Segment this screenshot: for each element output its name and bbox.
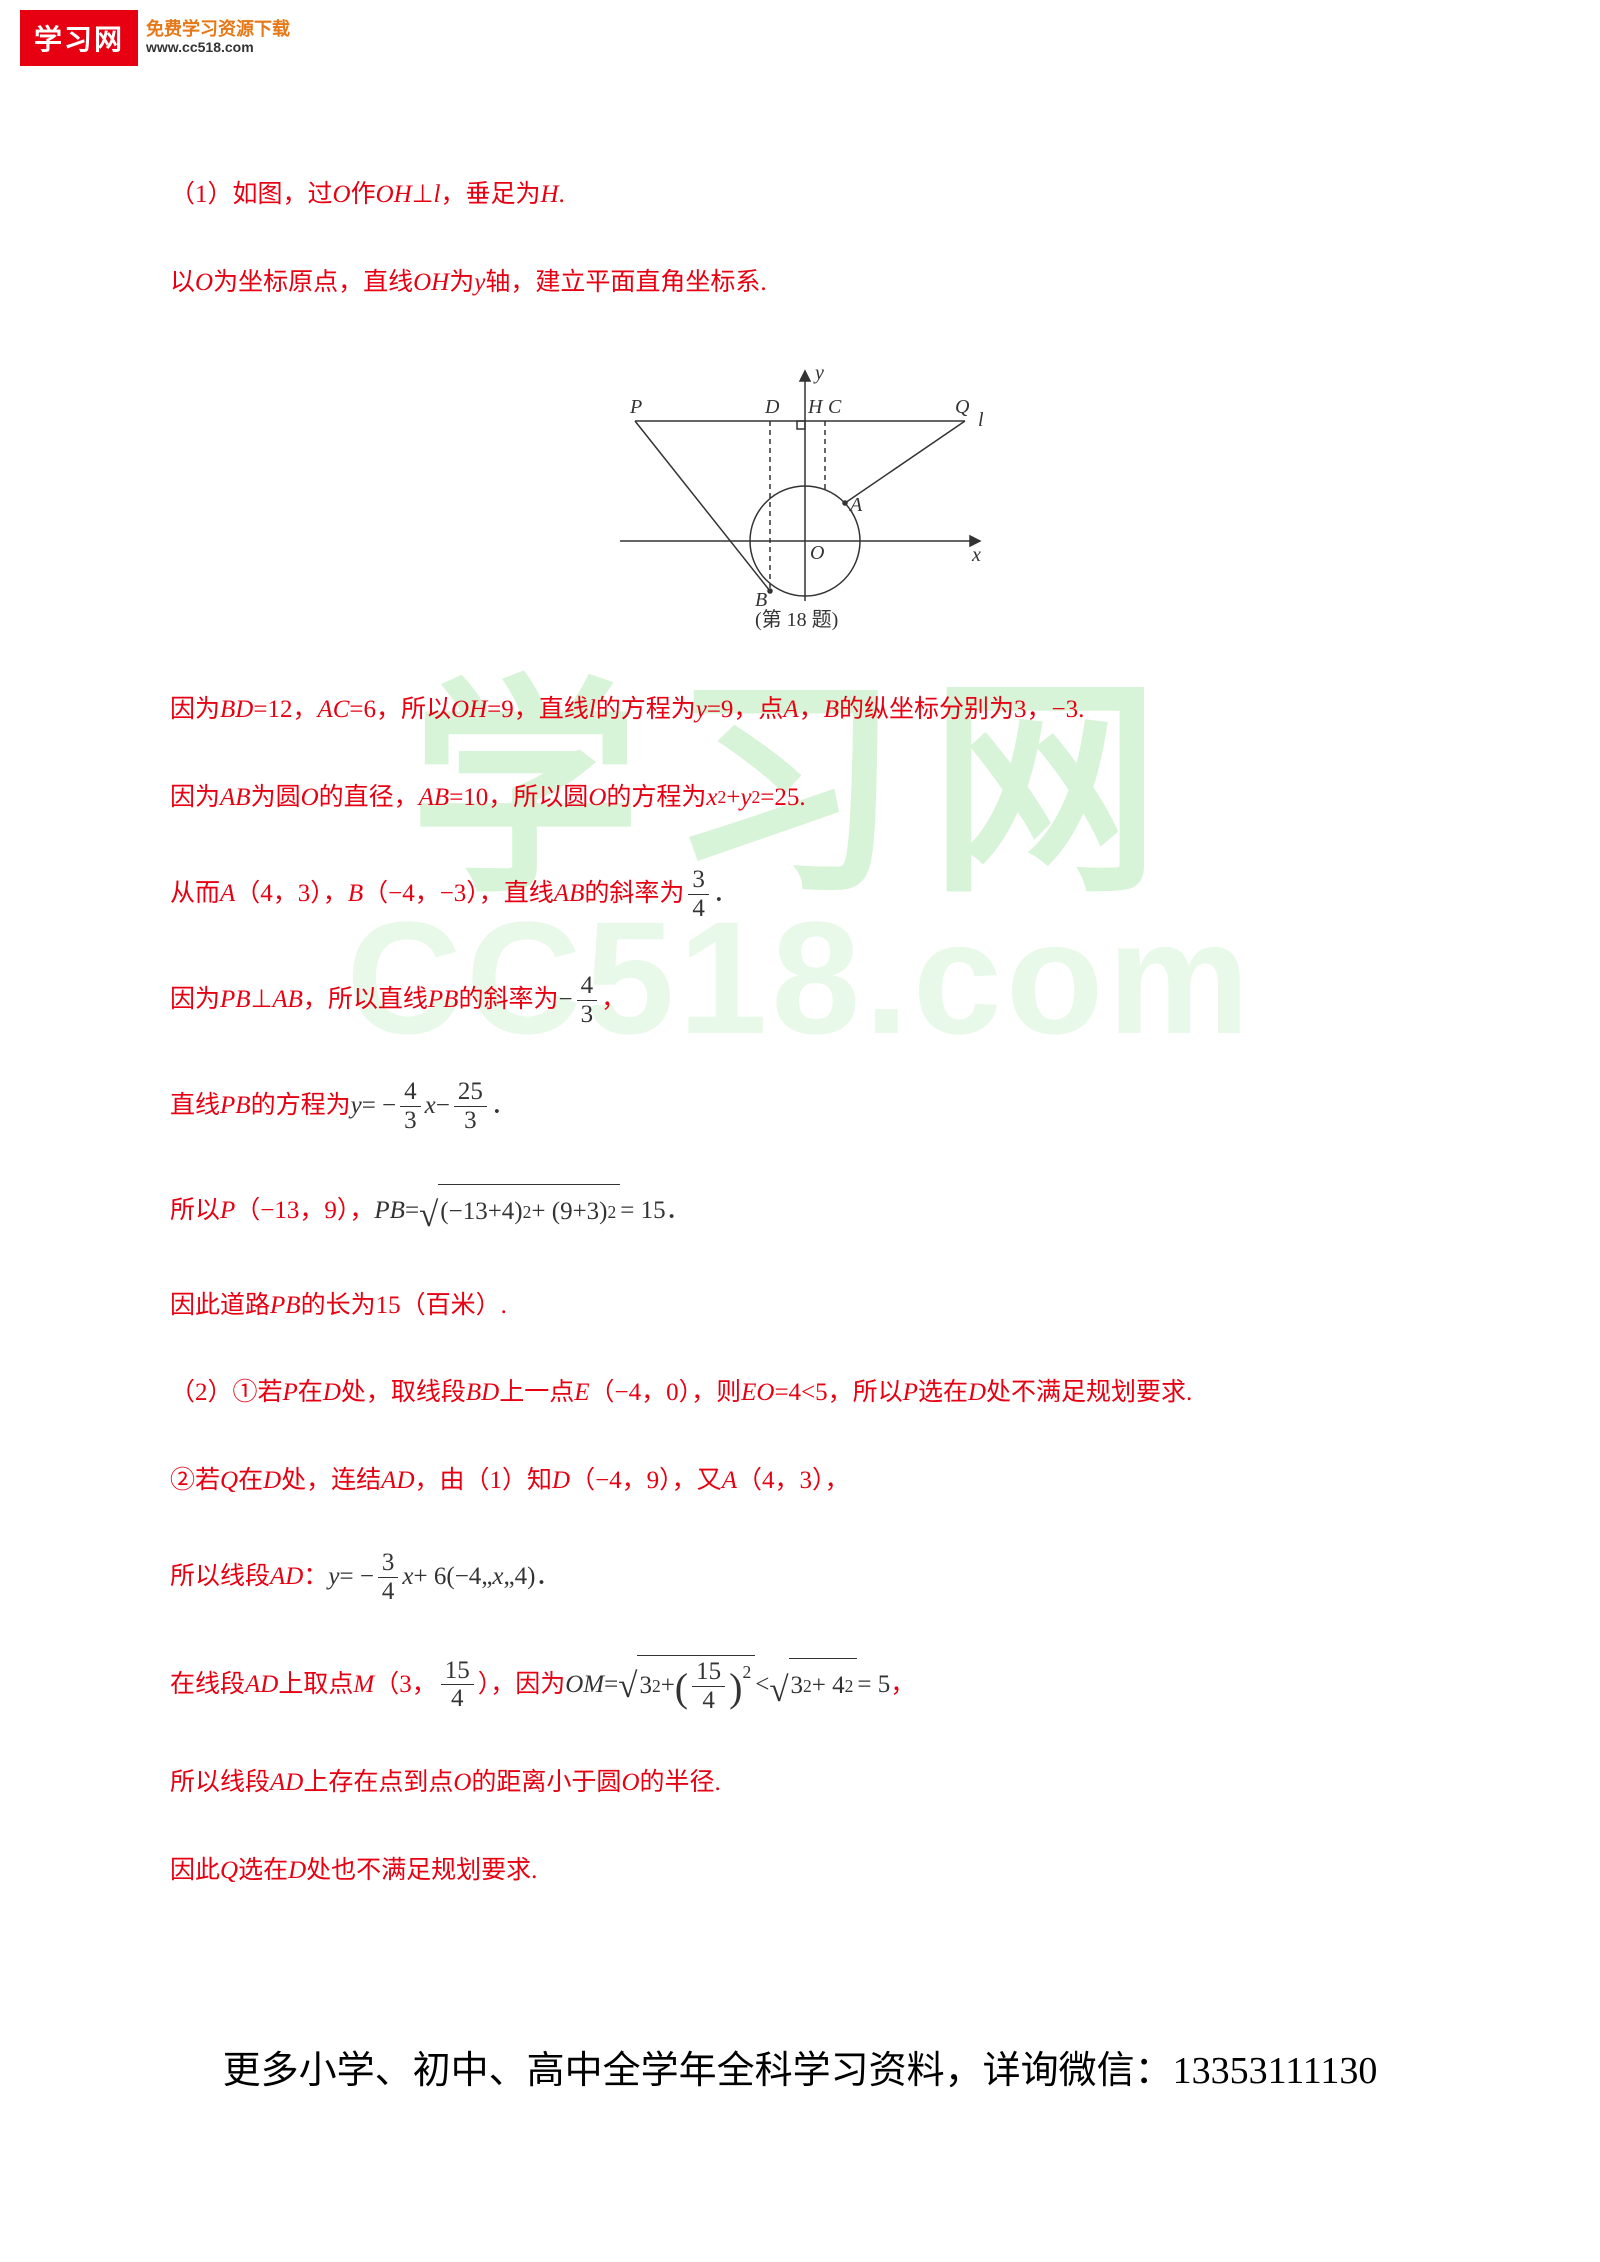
svg-text:P: P <box>629 396 642 418</box>
svg-text:O: O <box>810 542 824 564</box>
line-bd-ac: 因为BD=12，AC=6，所以OH=9，直线l的方程为y=9，点A，B的纵坐标分… <box>170 691 1430 729</box>
fraction-4-3: 43 <box>577 972 598 1028</box>
solution-setup: 以O为坐标原点，直线OH为y轴，建立平面直角坐标系. <box>170 264 1430 302</box>
line-slope-ab: 从而A（4，3），B（−4，−3），直线AB的斜率为 34 ． <box>170 866 1430 922</box>
svg-text:D: D <box>764 396 780 418</box>
geometry-diagram: P D H C Q l A B O x y (第 18 题) <box>590 351 1010 631</box>
line-ad-distance: 所以线段AD上存在点到点O的距离小于圆O的半径. <box>170 1764 1430 1802</box>
logo-url: www.cc518.com <box>146 40 290 55</box>
svg-text:H: H <box>807 396 824 418</box>
sqrt-om: 32 + (154)2 <box>618 1655 755 1714</box>
line-pb-length: 因此道路PB的长为15（百米）. <box>170 1287 1430 1325</box>
svg-text:Q: Q <box>955 396 970 418</box>
svg-text:B: B <box>755 589 767 611</box>
svg-text:(第 18 题): (第 18 题) <box>755 608 838 631</box>
line-part2-1: （2）①若P在D处，取线段BD上一点E（−4，0），则EO=4<5，所以P选在D… <box>170 1374 1430 1412</box>
logo-box: 学习网 <box>20 10 138 66</box>
logo-tagline: 免费学习资源下载 <box>146 20 290 40</box>
logo-text: 免费学习资源下载 www.cc518.com <box>146 20 290 55</box>
svg-text:A: A <box>848 494 863 516</box>
page-footer: 更多小学、初中、高中全学年全科学习资料，详询微信：13353111130 <box>0 1999 1600 2134</box>
line-part2-2: ②若Q在D处，连结AD，由（1）知D（−4，9），又A（4，3）， <box>170 1462 1430 1500</box>
line-p-coords: 所以P（−13，9）， PB = (−13+4)2 + (9+3)2 = 15． <box>170 1184 1430 1237</box>
line-slope-pb: 因为PB⊥AB，所以直线PB的斜率为 − 43 ， <box>170 972 1430 1028</box>
line-circle-eq: 因为AB为圆O的直径，AB=10，所以圆O的方程为x2+y2=25. <box>170 779 1430 817</box>
line-pb-equation: 直线PB的方程为 y = − 43 x − 253 ． <box>170 1078 1430 1134</box>
page-content: 学习网 CC518.com （1）如图，过O作OH⊥l，垂足为H. 以O为坐标原… <box>0 76 1600 1999</box>
line-om-inequality: 在线段AD上取点M（3， 154 ），因为 OM = 32 + (154)2 <… <box>170 1655 1430 1714</box>
line-ad-equation: 所以线段AD： y = − 34 x + 6(−4„ x„ 4) ． <box>170 1549 1430 1605</box>
fraction-3-4: 34 <box>688 866 709 922</box>
svg-text:x: x <box>971 544 981 566</box>
svg-text:y: y <box>813 362 824 384</box>
sqrt-5: 32 + 42 <box>769 1658 857 1711</box>
solution-step-1: （1）如图，过O作OH⊥l，垂足为H. <box>170 176 1430 214</box>
svg-text:C: C <box>828 396 842 418</box>
line-q-conclusion: 因此Q选在D处也不满足规划要求. <box>170 1852 1430 1890</box>
site-logo: 学习网 免费学习资源下载 www.cc518.com <box>0 0 1600 76</box>
sqrt-pb: (−13+4)2 + (9+3)2 <box>419 1184 620 1237</box>
svg-text:l: l <box>978 409 984 431</box>
